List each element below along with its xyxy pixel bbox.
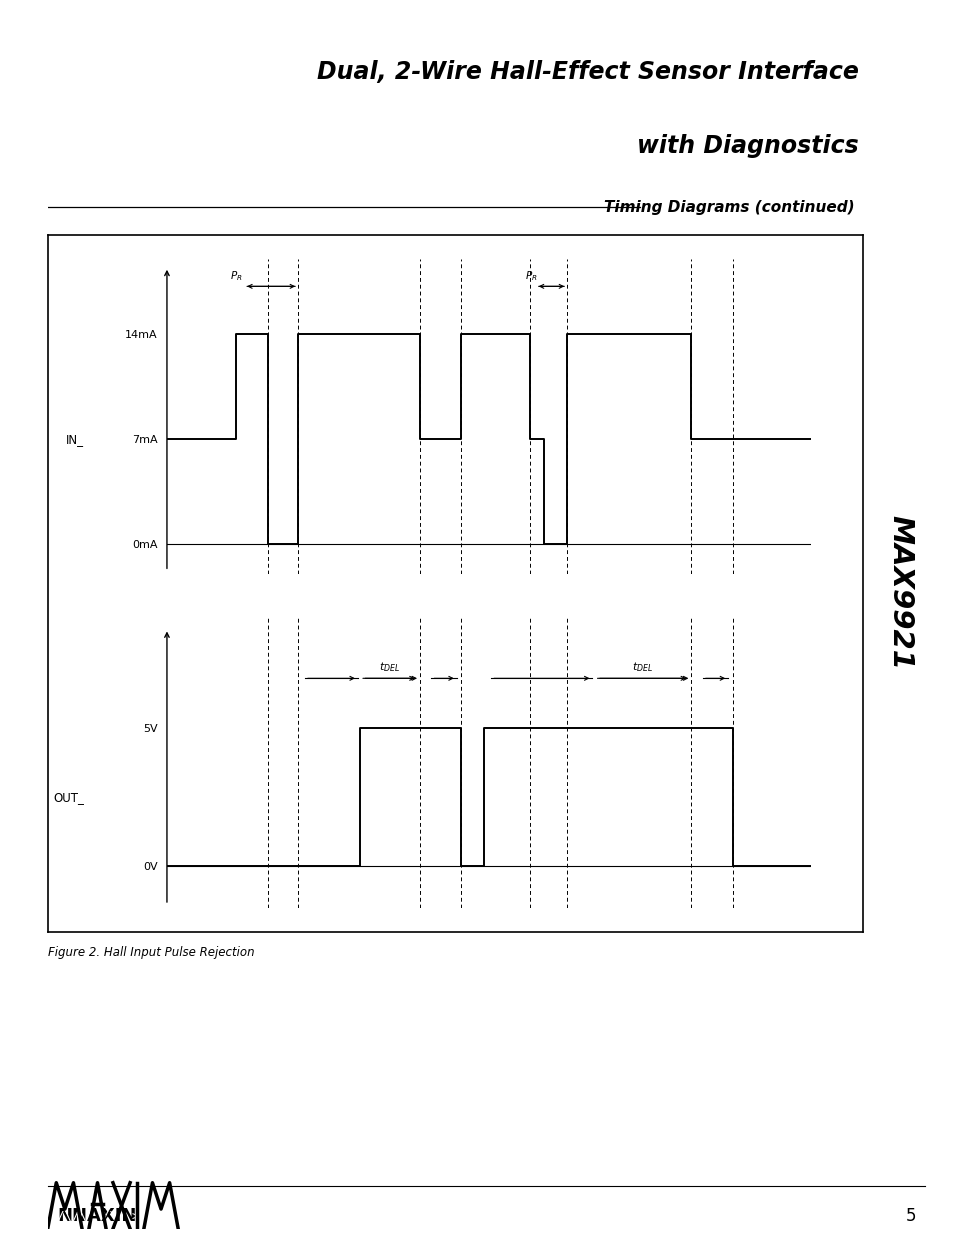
Text: $t_{DEL}$: $t_{DEL}$ (632, 661, 653, 674)
Text: 5: 5 (904, 1207, 915, 1225)
Text: NNAXIN: NNAXIN (57, 1207, 136, 1225)
Text: Timing Diagrams (continued): Timing Diagrams (continued) (603, 200, 854, 215)
Text: $P_R$: $P_R$ (231, 269, 243, 283)
Text: Dual, 2-Wire Hall-Effect Sensor Interface: Dual, 2-Wire Hall-Effect Sensor Interfac… (316, 61, 858, 84)
Text: Figure 2. Hall Input Pulse Rejection: Figure 2. Hall Input Pulse Rejection (48, 946, 254, 958)
Text: IN_: IN_ (66, 432, 84, 446)
Text: with Diagnostics: with Diagnostics (637, 135, 858, 158)
Text: OUT_: OUT_ (53, 790, 84, 804)
Text: /\/\  /\  ><  /\  \/: /\/\ /\ >< /\ \/ (57, 1209, 207, 1223)
Text: $P_R$: $P_R$ (524, 269, 537, 283)
Text: MAX9921: MAX9921 (885, 515, 913, 671)
Text: $t_{DEL}$: $t_{DEL}$ (379, 661, 400, 674)
